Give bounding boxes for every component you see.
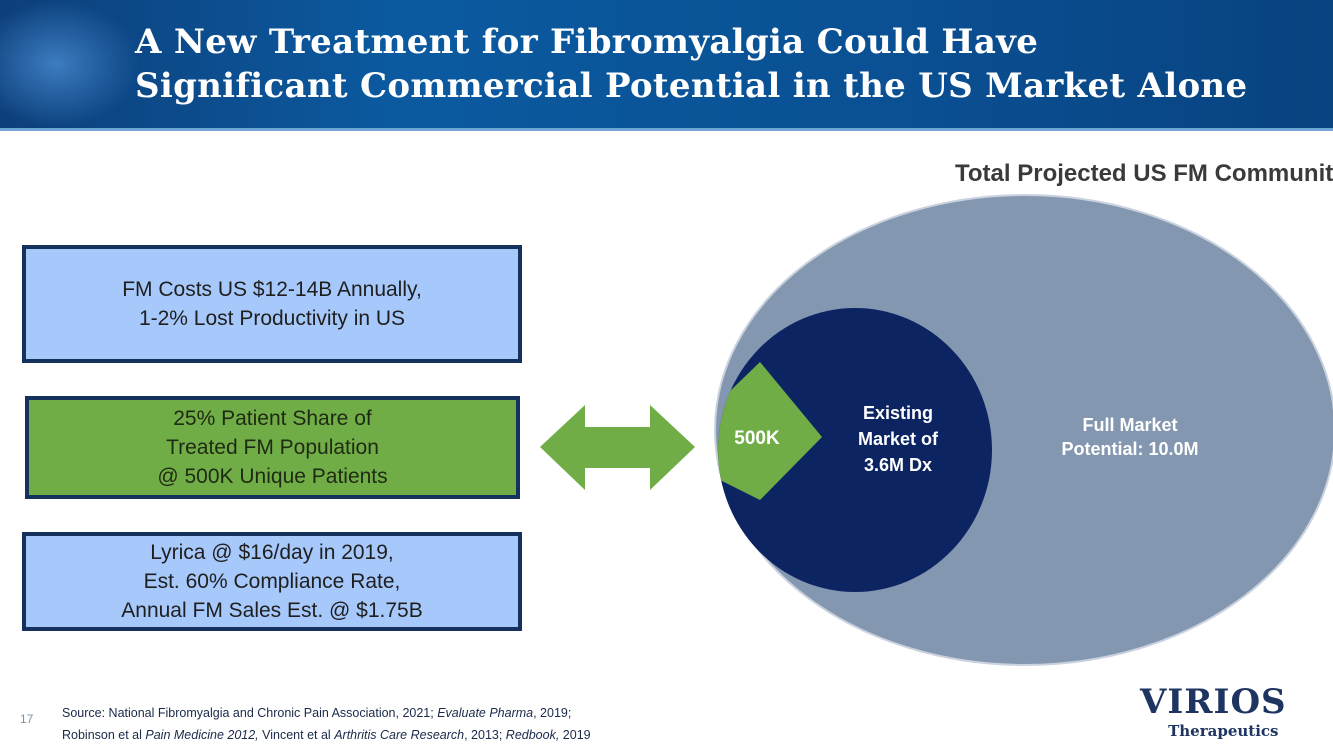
label-line: 3.6M Dx	[863, 455, 933, 475]
costs-box: FM Costs US $12-14B Annually, 1-2% Lost P…	[22, 245, 522, 363]
source-text: Arthritis Care Research	[334, 728, 465, 742]
box-text: 1-2% Lost Productivity in US	[138, 307, 406, 330]
source-text: Source: National Fibromyalgia and Chroni…	[62, 706, 438, 720]
box-text: Lyrica @ $16/day in 2019,	[150, 541, 394, 564]
box-text: FM Costs US $12-14B Annually,	[122, 278, 422, 301]
logo-subtitle: Therapeutics	[1168, 722, 1279, 740]
existing-market-ellipse	[718, 308, 992, 592]
double-arrow-icon	[540, 405, 695, 490]
label-line: Potential: 10.0M	[1061, 439, 1199, 459]
existing-market-label: Existing Market of 3.6M Dx	[828, 400, 968, 478]
slide-title: A New Treatment for Fibromyalgia Could H…	[135, 20, 1247, 108]
logo-name: VIRIOS	[1140, 682, 1287, 722]
source-text: 2019	[559, 728, 591, 742]
title-line-2: Significant Commercial Potential in the …	[135, 66, 1248, 106]
500k-segment	[718, 362, 822, 500]
box-text: Annual FM Sales Est. @ $1.75B	[121, 599, 423, 622]
full-market-label: Full Market Potential: 10.0M	[1020, 413, 1240, 461]
box-text: Treated FM Population	[166, 436, 379, 459]
source-note: Source: National Fibromyalgia and Chroni…	[62, 702, 591, 746]
source-text: Vincent et al	[258, 728, 335, 742]
box-text: Est. 60% Compliance Rate,	[143, 570, 401, 593]
label-line: Market of	[857, 429, 938, 449]
header-banner: A New Treatment for Fibromyalgia Could H…	[0, 0, 1333, 131]
source-text: Redbook,	[505, 728, 560, 742]
title-line-1: A New Treatment for Fibromyalgia Could H…	[135, 22, 1039, 62]
page-number: 17	[20, 712, 34, 726]
source-text: , 2019;	[533, 706, 572, 720]
virios-logo: VIRIOS Therapeutics	[1140, 684, 1287, 740]
label-line: Existing	[862, 403, 933, 423]
source-text: Evaluate Pharma	[437, 706, 534, 720]
box-text: 25% Patient Share of	[173, 407, 372, 430]
virus-image	[0, 0, 140, 128]
segment-label: 500K	[734, 428, 780, 449]
source-text: Robinson et al	[62, 728, 146, 742]
source-text: , 2013;	[464, 728, 506, 742]
box-text: @ 500K Unique Patients	[157, 465, 388, 488]
label-line: Full Market	[1082, 415, 1178, 435]
patient-share-box: 25% Patient Share of Treated FM Populatio…	[25, 396, 520, 499]
source-text: Pain Medicine 2012,	[145, 728, 259, 742]
lyrica-box: Lyrica @ $16/day in 2019, Est. 60% Compli…	[22, 532, 522, 631]
diagram-title: Total Projected US FM Community	[955, 160, 1333, 187]
